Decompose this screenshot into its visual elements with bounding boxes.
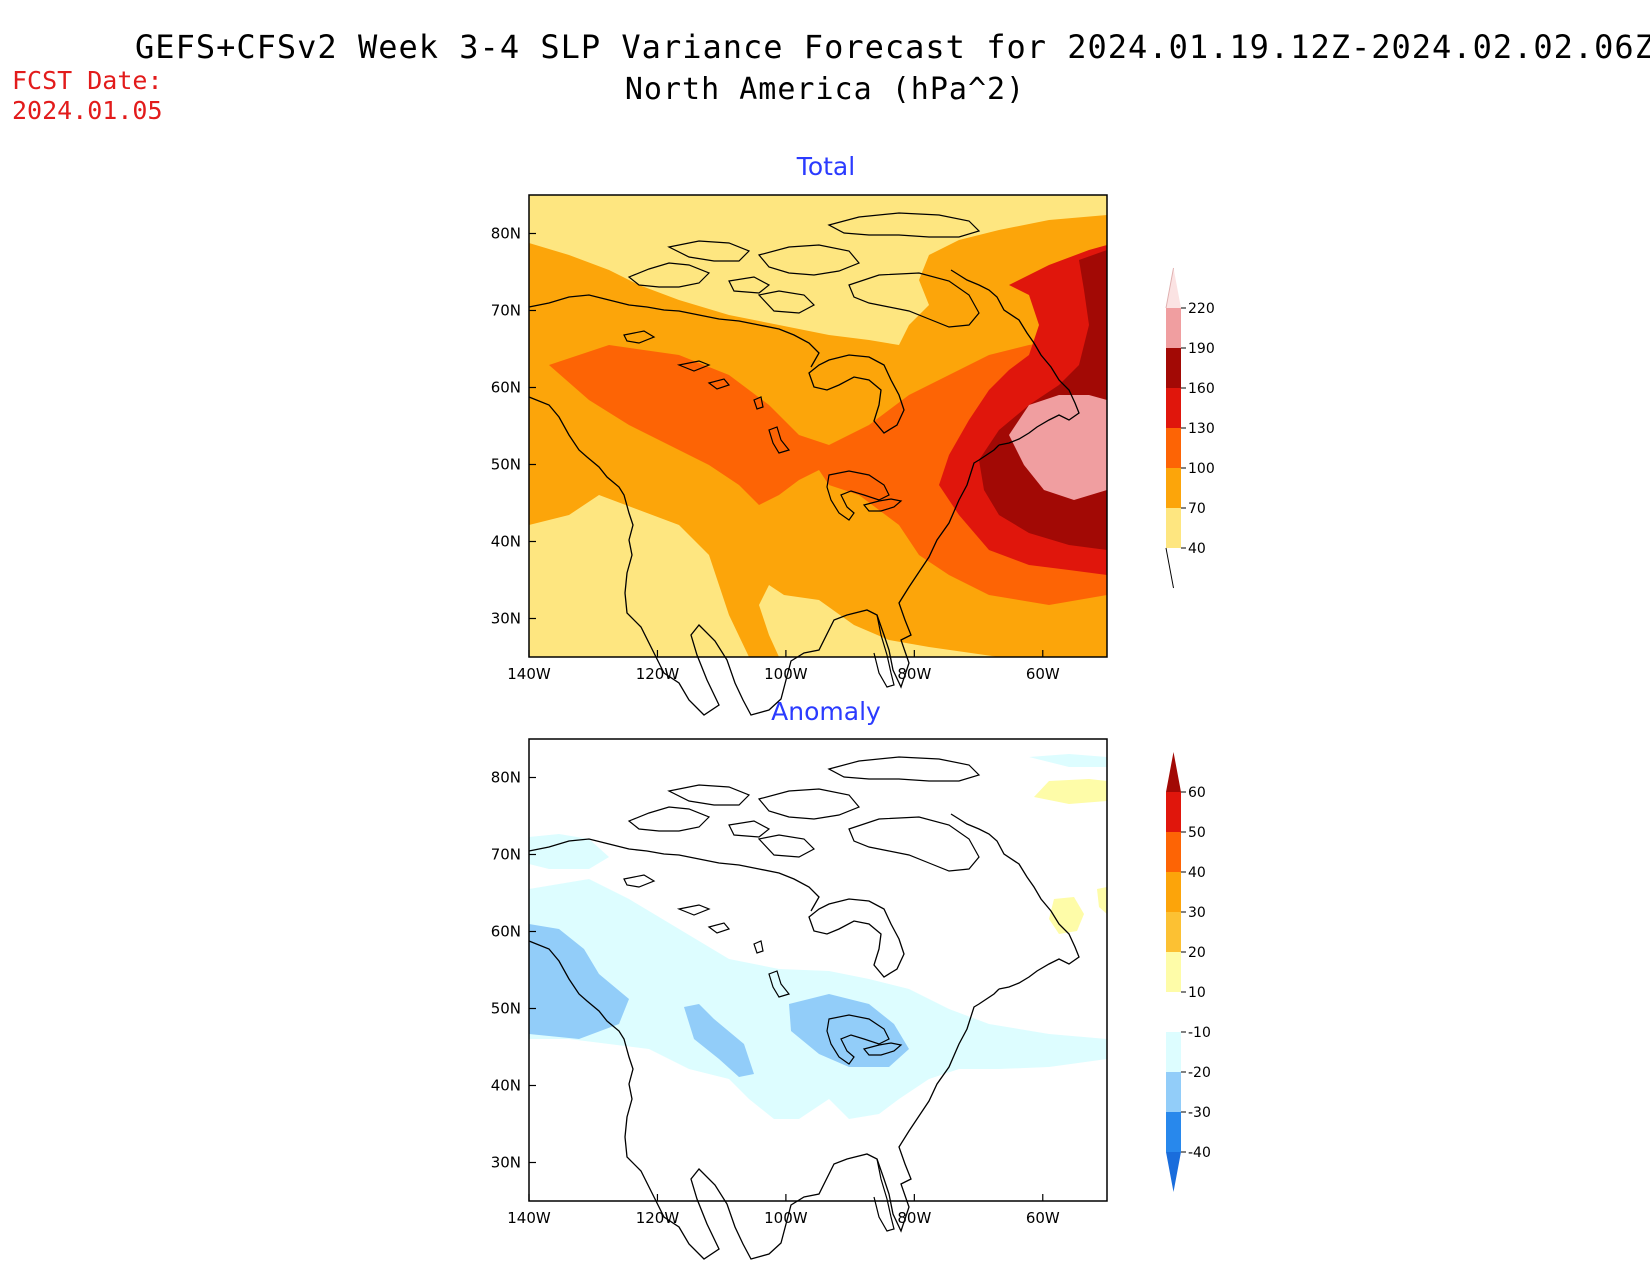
colorbar-level-label: 130 [1188, 421, 1215, 437]
colorbar-segment [1166, 952, 1181, 992]
colorbar-segment [1166, 468, 1181, 508]
lon-tick-label: 60W [1026, 1209, 1060, 1227]
lat-tick-label: 70N [491, 302, 521, 320]
colorbar-segment [1166, 792, 1181, 832]
colorbar-anomaly: -40 -30 -20 -10 10 20 30 40 50 60 [1166, 752, 1211, 1192]
colorbar-level-label: 220 [1188, 301, 1215, 317]
colorbar-level-label: 20 [1188, 945, 1206, 961]
colorbar-level-label: 190 [1188, 341, 1215, 357]
figure-title: GEFS+CFSv2 Week 3-4 SLP Variance Forecas… [135, 28, 1650, 66]
colorbar-segment [1166, 428, 1181, 468]
lat-tick-label: 30N [491, 1154, 521, 1172]
colorbar-level-label: 30 [1188, 905, 1206, 921]
colorbar-total: 40 70 100 130 160 190 220 [1165, 267, 1215, 589]
panel-title-total: Total [796, 152, 856, 181]
colorbar-bottom-triangle [1166, 548, 1181, 588]
lon-tick-label: 140W [507, 665, 551, 683]
anomaly-map: 30N 40N 50N 60N 70N 80N 140W 120W 100W 80W 60W [491, 738, 1108, 1260]
lon-tick-label: 120W [636, 665, 680, 683]
figure-subtitle: North America (hPa^2) [624, 72, 1026, 107]
colorbar-segment [1166, 1112, 1181, 1152]
colorbar-level-label: -20 [1188, 1065, 1211, 1081]
forecast-date-value: 2024.01.05 [12, 96, 163, 125]
lat-tick-label: 40N [491, 1077, 521, 1095]
colorbar-segment [1166, 1072, 1181, 1112]
lat-tick-label: 50N [491, 1000, 521, 1018]
colorbar-level-label: 40 [1188, 865, 1206, 881]
colorbar-segment [1166, 872, 1181, 912]
colorbar-level-label: 70 [1188, 501, 1206, 517]
lon-tick-label: 100W [764, 665, 808, 683]
colorbar-level-label: 10 [1188, 985, 1206, 1001]
forecast-date-label: FCST Date: [12, 66, 163, 95]
lat-tick-label: 60N [491, 379, 521, 397]
colorbar-segment [1166, 388, 1181, 428]
lon-tick-label: 140W [507, 1209, 551, 1227]
lat-tick-label: 50N [491, 456, 521, 474]
lon-tick-label: 80W [897, 1209, 931, 1227]
colorbar-top-triangle [1166, 268, 1181, 308]
colorbar-level-label: -40 [1188, 1145, 1211, 1161]
lat-tick-label: 60N [491, 923, 521, 941]
lon-tick-label: 100W [764, 1209, 808, 1227]
lat-tick-label: 40N [491, 533, 521, 551]
lon-tick-label: 60W [1026, 665, 1060, 683]
colorbar-level-label: 100 [1188, 461, 1215, 477]
lon-tick-label: 80W [897, 665, 931, 683]
panel-title-anomaly: Anomaly [771, 697, 881, 726]
colorbar-segment [1166, 508, 1181, 548]
colorbar-segment [1166, 308, 1181, 348]
colorbar-level-label: 50 [1188, 825, 1206, 841]
lat-tick-label: 30N [491, 610, 521, 628]
colorbar-edge [1165, 547, 1174, 589]
colorbar-edge [1165, 267, 1174, 309]
colorbar-top-triangle [1166, 752, 1181, 792]
colorbar-level-label: -30 [1188, 1105, 1211, 1121]
colorbar-segment [1166, 912, 1181, 952]
lon-tick-label: 120W [636, 1209, 680, 1227]
colorbar-level-label: 160 [1188, 381, 1215, 397]
colorbar-segment [1166, 1032, 1181, 1072]
total-map: 30N 40N 50N 60N 70N 80N 140W 120W 100W 80W 60W [491, 194, 1108, 716]
colorbar-bottom-triangle [1166, 1152, 1181, 1192]
colorbar-level-label: 40 [1188, 541, 1206, 557]
colorbar-level-label: 60 [1188, 785, 1206, 801]
colorbar-segment [1166, 348, 1181, 388]
colorbar-segment [1166, 832, 1181, 872]
lat-tick-label: 80N [491, 769, 521, 787]
colorbar-level-label: -10 [1188, 1025, 1211, 1041]
lat-tick-label: 70N [491, 846, 521, 864]
colorbar-segment [1166, 992, 1181, 1032]
lat-tick-label: 80N [491, 225, 521, 243]
